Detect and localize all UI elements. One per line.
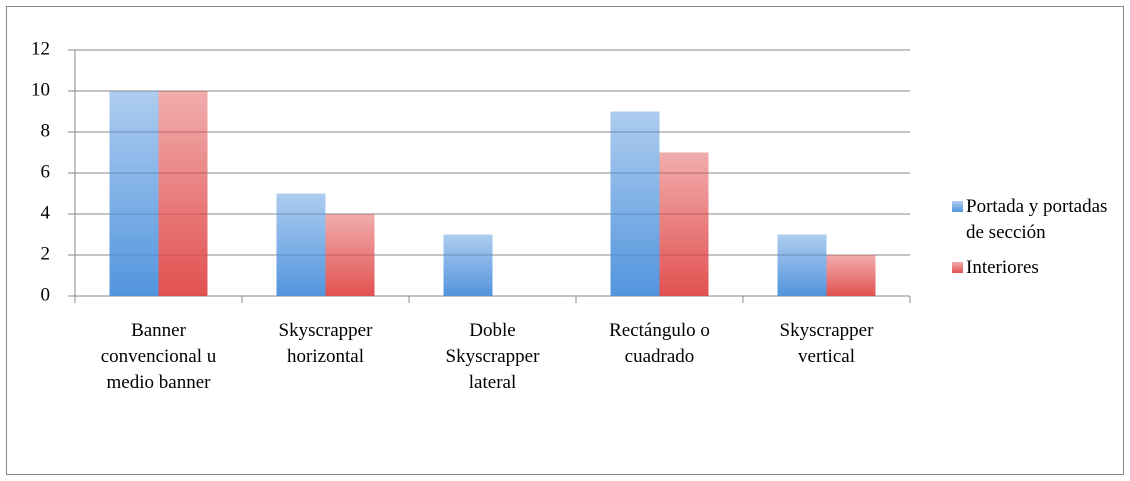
legend-label: Portada y portadas de sección <box>966 196 1108 243</box>
x-tick-label: Rectángulo o cuadrado <box>609 320 710 367</box>
bar <box>109 91 159 296</box>
bar <box>610 111 660 296</box>
y-tick-label: 0 <box>41 284 51 305</box>
bar <box>777 234 827 296</box>
y-tick-label: 8 <box>41 120 51 141</box>
bar <box>659 152 709 296</box>
bar <box>325 214 375 296</box>
y-tick-label: 12 <box>31 38 50 59</box>
y-tick-label: 6 <box>41 161 51 182</box>
x-tick-label: Skyscrapper vertical <box>779 320 874 367</box>
y-tick-label: 4 <box>41 202 51 223</box>
legend-swatch <box>952 201 963 212</box>
frame <box>6 6 1124 475</box>
legend-label: Interiores <box>966 257 1039 278</box>
y-tick-label: 2 <box>41 243 51 264</box>
legend-swatch <box>952 262 963 273</box>
x-tick-label: Banner convencional u medio banner <box>100 320 217 393</box>
y-tick-label: 10 <box>31 79 50 100</box>
bar <box>443 234 493 296</box>
bar <box>158 91 208 296</box>
x-tick-label: Doble Skyscrapper lateral <box>445 320 540 393</box>
bar <box>276 193 326 296</box>
bar <box>826 255 876 296</box>
x-tick-label: Skyscrapper horizontal <box>278 320 373 367</box>
